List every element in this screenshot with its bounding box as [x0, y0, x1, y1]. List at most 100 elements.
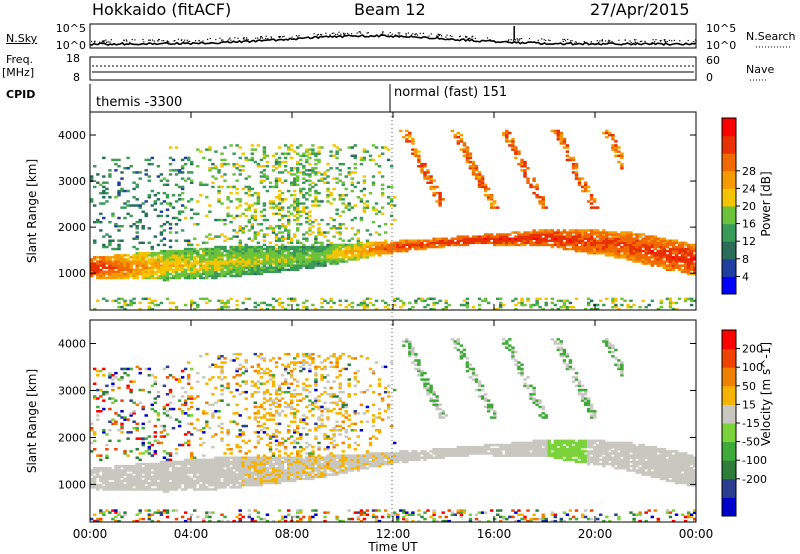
power-cell [365, 239, 370, 242]
power-cell [141, 260, 145, 263]
power-cell [123, 272, 127, 276]
power-cell [305, 212, 309, 216]
power-cell [686, 254, 691, 257]
power-cell [611, 231, 615, 234]
velocity-cell [171, 483, 176, 487]
power-cell [565, 239, 570, 242]
power-cell [299, 260, 303, 263]
noise-search-point [521, 38, 523, 40]
power-cell [426, 245, 430, 249]
velocity-cell [180, 403, 185, 407]
power-cell [159, 173, 164, 176]
velocity-cell [214, 410, 218, 413]
power-cell [626, 243, 630, 247]
velocity-cell [93, 513, 97, 517]
power-cell [171, 206, 176, 209]
velocity-cell [214, 365, 218, 369]
power-cell [502, 241, 506, 245]
power-cell [341, 198, 345, 201]
power-cell [293, 183, 297, 187]
velocity-cell [253, 481, 258, 485]
velocity-cell [165, 403, 170, 407]
velocity-cell [199, 469, 203, 472]
velocity-cell [93, 486, 97, 489]
power-cell [365, 243, 370, 247]
noise-search-point [380, 33, 382, 35]
power-cell [677, 260, 682, 263]
noise-search-point [564, 38, 566, 40]
power-cell [208, 256, 212, 259]
power-cell [277, 247, 282, 251]
power-cell [299, 249, 303, 253]
noise-search-point [101, 40, 104, 42]
velocity-cell [171, 488, 176, 491]
power-cell [147, 274, 152, 278]
power-cell [262, 301, 267, 305]
power-cell [174, 266, 179, 269]
power-cell [217, 171, 221, 174]
velocity-cell [162, 481, 167, 485]
velocity-cell [247, 439, 252, 443]
power-cell [674, 260, 679, 263]
power-cell [535, 301, 539, 305]
noise-search-point [407, 32, 409, 34]
velocity-cell [187, 467, 191, 470]
velocity-cell [183, 475, 188, 479]
power-cell [259, 210, 264, 213]
power-cell [502, 243, 506, 247]
velocity-cell [165, 473, 170, 476]
power-cell [105, 260, 109, 263]
power-cell [256, 196, 261, 199]
power-cell [541, 200, 545, 203]
power-cell [202, 252, 206, 255]
noise-search-point [633, 39, 636, 41]
noise-search-point [282, 36, 284, 38]
power-cell [556, 299, 561, 303]
power-cell [614, 148, 618, 151]
power-cell [662, 266, 667, 269]
power-cell [526, 241, 530, 245]
power-cell [162, 249, 167, 253]
power-cell [280, 208, 285, 211]
power-cell [574, 177, 579, 180]
power-cell [226, 206, 230, 209]
power-cell [402, 239, 406, 242]
velocity-cell [129, 473, 133, 476]
velocity-cell [244, 481, 248, 485]
power-cell [114, 260, 118, 263]
velocity-cell [159, 473, 164, 476]
velocity-cell [214, 464, 218, 468]
velocity-cell [174, 475, 179, 479]
power-cell [477, 179, 482, 182]
power-cell [308, 194, 312, 197]
power-cell [611, 135, 615, 139]
power-cell [93, 270, 97, 274]
power-cell [196, 274, 200, 278]
power-cell [205, 276, 209, 280]
power-cell [311, 252, 315, 255]
power-cell [347, 243, 351, 247]
noise-search-point [599, 40, 601, 42]
power-cell [132, 270, 136, 274]
power-cell [114, 225, 118, 228]
power-cell [659, 264, 664, 267]
power-cell [235, 187, 239, 191]
power-cell [202, 183, 206, 187]
power-cell [471, 162, 476, 166]
power-cell [644, 262, 648, 265]
noise-search-point [439, 34, 441, 36]
power-cell [326, 245, 330, 249]
velocity-cell [177, 486, 182, 489]
power-cell [505, 133, 509, 137]
velocity-cell [141, 469, 145, 472]
power-cell [580, 241, 585, 245]
velocity-cell [187, 407, 191, 411]
power-cell [532, 231, 536, 234]
velocity-cell [168, 473, 173, 476]
power-cell [359, 301, 364, 305]
power-cell [183, 247, 188, 251]
power-cell [280, 260, 285, 263]
power-cell [217, 272, 221, 276]
velocity-cell [177, 483, 182, 487]
power-cell [274, 299, 279, 303]
